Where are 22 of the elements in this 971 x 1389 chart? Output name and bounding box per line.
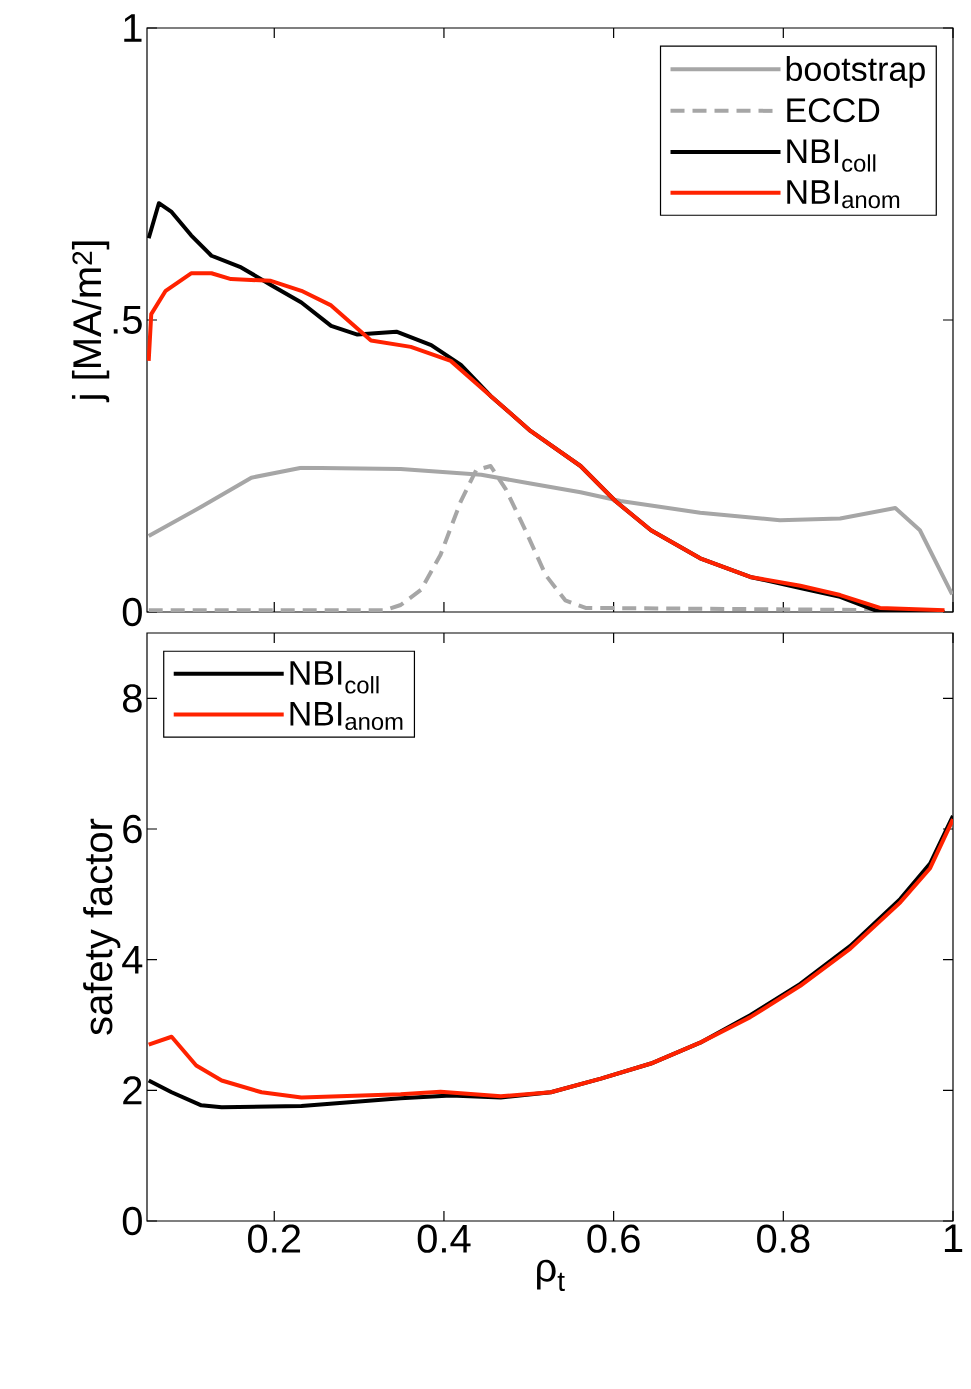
y-tick-label: 4 [122,945,143,974]
y-tick-label: 6 [123,814,142,844]
y-tick-label: 0 [122,597,142,627]
y-tick-label: 8 [122,684,142,713]
y-tick-label: 2 [123,1076,142,1105]
y-axis-title: safety factor [83,818,121,1035]
y-tick-label: 1 [124,14,142,42]
y-tick-label: 0 [122,1206,142,1236]
y-tick-label: .5 [113,306,142,334]
x-axis-title: ρ$_{t}$ [537,1259,565,1291]
x-tick-label: 0.2 [248,1224,301,1253]
legend-label: NBI$_{coll}$ [290,661,379,694]
legend-label: NBI$_{coll}$ [787,139,876,172]
legend-label: ECCD [787,98,880,123]
legend-label: NBI$_{anom}$ [290,702,403,730]
y-axis-title: j [MA/m$^{2}$] [71,241,110,403]
x-tick-label: 0.6 [587,1224,640,1253]
x-tick-label: 1 [944,1224,963,1253]
legend-label: NBI$_{anom}$ [787,180,900,209]
legend-label: bootstrap [786,56,925,88]
x-tick-label: 0.8 [757,1224,810,1253]
x-tick-label: 0.4 [417,1224,471,1253]
